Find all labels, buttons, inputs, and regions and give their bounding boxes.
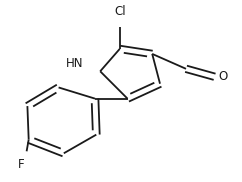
Text: O: O xyxy=(219,70,228,83)
Text: Cl: Cl xyxy=(114,5,126,18)
Text: HN: HN xyxy=(66,57,83,70)
Text: F: F xyxy=(18,158,24,171)
